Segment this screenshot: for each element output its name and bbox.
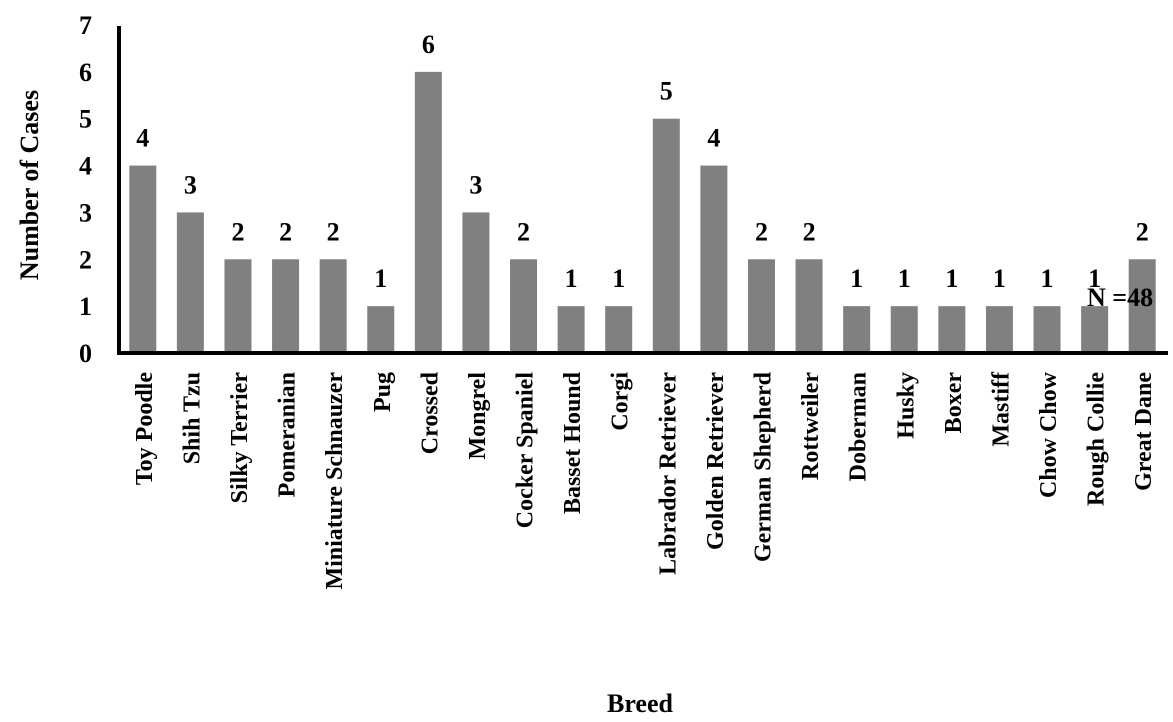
bar (224, 259, 252, 353)
x-tick-label: Rottweiler (798, 372, 824, 480)
x-tick-label: Husky (893, 372, 919, 439)
x-tick-label: Golden Retriever (703, 372, 729, 550)
bar-value-label: 1 (565, 264, 578, 293)
x-tick-label: Rough Collie (1084, 372, 1110, 506)
x-tick-label: Pug (370, 372, 396, 412)
x-tick-label: Mastiff (988, 371, 1014, 447)
x-tick-label: Labrador Retriever (655, 372, 681, 575)
x-tick-label: Mongrel (465, 372, 491, 460)
x-tick-label: Doberman (846, 372, 872, 481)
bar-value-label: 2 (327, 217, 340, 246)
x-tick-label: German Shepherd (750, 371, 776, 562)
bar-value-label: 1 (993, 264, 1006, 293)
bar (605, 306, 633, 353)
bar-value-label: 3 (469, 170, 482, 199)
x-tick-label: Miniature Schnauzer (322, 372, 348, 590)
y-tick-label: 7 (79, 11, 92, 40)
y-tick-label: 6 (79, 58, 92, 87)
bar (795, 259, 823, 353)
bar-value-label: 4 (136, 124, 149, 153)
bar-value-label: 6 (422, 30, 435, 59)
sample-size-annotation: N =48 (1087, 283, 1153, 312)
bar (747, 259, 775, 353)
bar (129, 165, 157, 353)
y-axis-title: Number of Cases (15, 90, 44, 280)
x-axis-title: Breed (607, 689, 673, 718)
x-tick-label: Toy Poodle (132, 372, 158, 485)
bar (652, 118, 680, 353)
bar-value-label: 1 (898, 264, 911, 293)
bar (462, 212, 490, 353)
x-tick-label: Pomeranian (275, 372, 301, 497)
bars-group (129, 71, 1156, 353)
bar (1081, 306, 1109, 353)
bar-value-label: 4 (707, 124, 720, 153)
bar (1128, 259, 1156, 353)
bar (938, 306, 966, 353)
bar (319, 259, 347, 353)
x-tick-label: Chow Chow (1036, 371, 1062, 498)
bar-value-label: 1 (1041, 264, 1054, 293)
bar-value-label: 2 (279, 217, 292, 246)
bar-value-label: 2 (803, 217, 816, 246)
bar-value-label: 1 (850, 264, 863, 293)
x-tick-label: Cocker Spaniel (513, 372, 539, 529)
x-ticks-group: Toy Poodle Shih Tzu Silky Terrier Pomerania… (132, 371, 1157, 590)
bar (557, 306, 585, 353)
bar (700, 165, 728, 353)
bar (367, 306, 395, 353)
bar-value-label: 5 (660, 77, 673, 106)
bar (414, 71, 442, 353)
y-tick-label: 3 (79, 198, 92, 227)
bar (1033, 306, 1061, 353)
bar-value-label: 2 (517, 217, 530, 246)
bar-value-label: 1 (612, 264, 625, 293)
y-tick-label: 2 (79, 245, 92, 274)
bar (985, 306, 1013, 353)
y-ticks-group: 0 1 2 3 4 5 6 7 (79, 11, 92, 368)
bar-value-label: 3 (184, 170, 197, 199)
bar (176, 212, 204, 353)
bar (843, 306, 871, 353)
x-tick-label: Silky Terrier (227, 372, 253, 504)
x-tick-label: Crossed (417, 371, 443, 454)
y-tick-label: 4 (79, 152, 92, 181)
x-tick-label: Boxer (941, 372, 967, 434)
bar-value-label: 1 (1088, 264, 1101, 293)
y-tick-label: 5 (79, 105, 92, 134)
x-tick-label: Great Dane (1131, 372, 1157, 491)
y-tick-label: 0 (79, 339, 92, 368)
x-tick-label: Shih Tzu (179, 372, 205, 464)
bar (890, 306, 918, 353)
x-tick-label: Basset Hound (560, 371, 586, 514)
y-tick-label: 1 (79, 292, 92, 321)
bar-value-label: 1 (374, 264, 387, 293)
x-tick-label: Corgi (608, 372, 634, 431)
data-labels-group: 4 3 2 2 2 1 6 3 2 1 1 5 4 2 2 1 1 1 1 1 1 2 (136, 30, 1148, 293)
bar-value-label: 2 (1136, 217, 1149, 246)
bar-value-label: 1 (945, 264, 958, 293)
bar-value-label: 2 (755, 217, 768, 246)
bar-value-label: 2 (231, 217, 244, 246)
bar (272, 259, 300, 353)
bar (510, 259, 538, 353)
